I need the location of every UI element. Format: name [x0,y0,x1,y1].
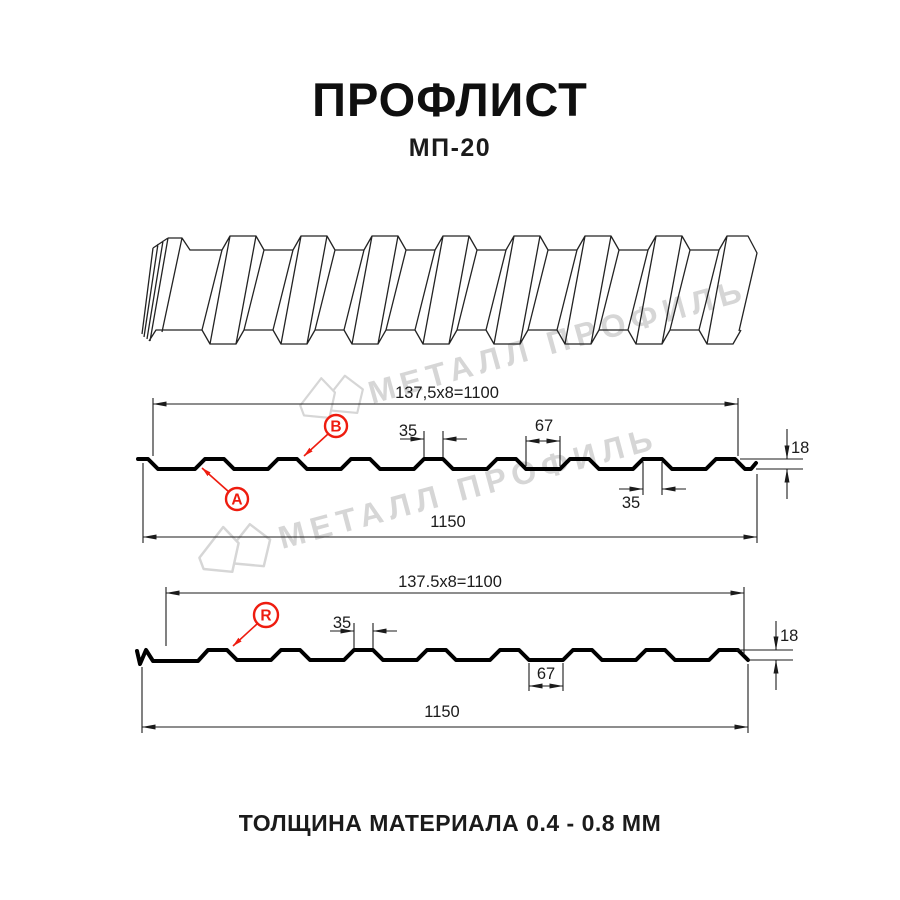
callout-b-label: B [330,419,341,436]
callout-r: R [232,601,280,647]
profile-diagram-r: 137.5x8=1100 35 67 18 1150 R [135,573,798,733]
brand-logo-icon [299,374,364,419]
dimension-label-18: 18 [791,439,809,457]
dimension-label-35-top: 35 [399,422,417,440]
extension-lines [353,623,374,648]
dimension-label-67: 67 [535,417,553,435]
page-title: ПРОФЛИСТ [312,73,588,126]
profile-outline [135,648,750,666]
dimension-label-1150: 1150 [430,513,465,531]
dimension-label-35-bottom: 35 [622,494,640,512]
dimension-label-35: 35 [333,614,351,632]
dimension-label-67: 67 [537,665,555,683]
thickness-note: ТОЛЩИНА МАТЕРИАЛА 0.4 - 0.8 ММ [238,810,662,836]
sheet-3d-view [141,235,758,345]
extension-lines [642,462,663,495]
brand-logo-icon [198,522,272,574]
callout-b: B [303,413,349,457]
callout-a: A [201,467,250,512]
extension-lines [423,431,444,457]
profile-diagram-ab: 137,5x8=1100 35 67 35 18 1150 [136,384,809,543]
extension-lines [152,398,739,456]
brand-watermark-middle: МЕТАЛЛ ПРОФИЛЬ [198,420,662,574]
dimension-label-1100: 137,5x8=1100 [395,384,499,402]
height-reference-lines [736,649,793,661]
extension-lines [165,587,745,655]
extension-lines [141,664,749,733]
brand-watermark-text: МЕТАЛЛ ПРОФИЛЬ [274,420,661,556]
page-subtitle: МП-20 [408,134,492,162]
dimension-label-1100: 137.5x8=1100 [398,573,502,591]
dimension-label-18: 18 [780,627,798,645]
profile-outline [136,457,758,471]
callout-r-label: R [260,608,271,625]
extension-lines [142,463,758,543]
height-reference-lines [740,458,803,470]
callout-a-label: A [231,492,242,509]
brand-watermark-top: МЕТАЛЛ ПРОФИЛЬ [299,271,751,419]
dimension-label-1150: 1150 [424,703,459,721]
